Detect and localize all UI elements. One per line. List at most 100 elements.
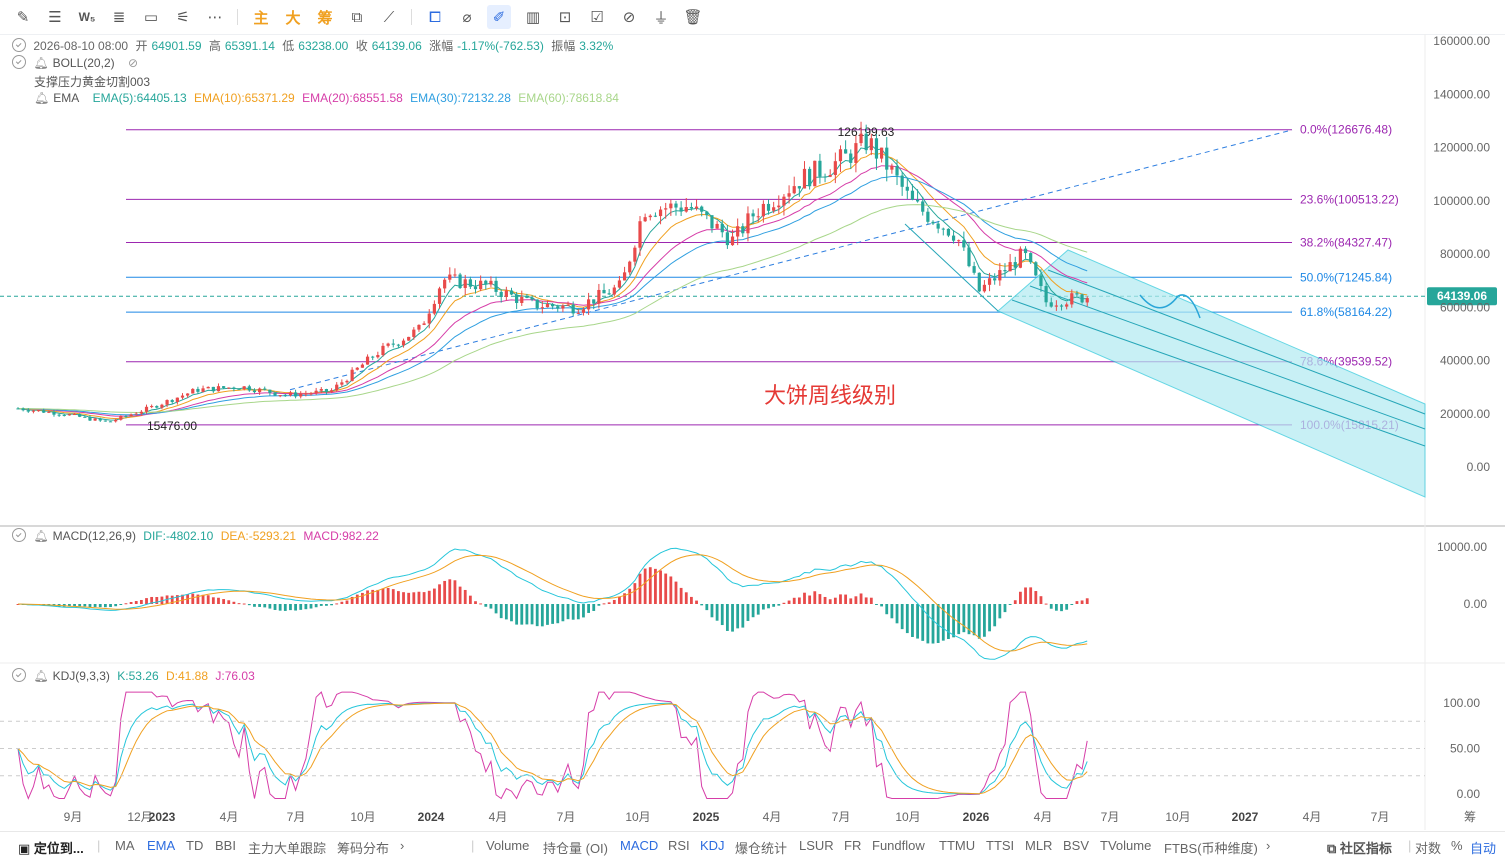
indicator-fundflow[interactable]: Fundflow (872, 838, 925, 853)
collapse-chevron-icon[interactable] (12, 55, 26, 69)
candle-body (247, 386, 251, 391)
indicator-oi[interactable]: 持仓量 (OI) (543, 841, 608, 856)
candle-body (57, 414, 61, 416)
candle-body (52, 411, 56, 415)
chip-button[interactable]: 筹 (317, 9, 333, 27)
price-chart[interactable]: 0.0%(126676.48) 23.6%(100513.22) 38.2%(843… (0, 34, 1505, 864)
candle-body (108, 421, 113, 423)
candle-body (648, 215, 652, 218)
ruler-icon[interactable]: ⌀ (462, 9, 472, 26)
chevron-right-icon[interactable]: › (400, 838, 405, 853)
macd-bar (325, 604, 328, 606)
price-axis-label: 20000.00 (1440, 407, 1490, 421)
macd-bar (823, 596, 827, 604)
magnet-icon[interactable]: ⊘ (622, 9, 636, 26)
candle-body (561, 305, 565, 309)
macd-bar (83, 604, 87, 607)
candle-icon[interactable]: ▥ (525, 9, 541, 26)
notes-icon[interactable]: ☑ (590, 9, 604, 26)
indicator-ftbs[interactable]: FTBS(币种维度) (1164, 841, 1258, 856)
text-tool-icon[interactable]: ⧉ (351, 8, 363, 26)
macd-bar (602, 603, 606, 605)
indicator-ma[interactable]: MA (115, 838, 135, 853)
indicator-macd[interactable]: MACD (620, 838, 659, 853)
hide-eye-icon[interactable]: ⊘ (127, 56, 139, 70)
price-axis-label: 160000.00 (1433, 34, 1490, 48)
indicator-lsur[interactable]: LSUR (799, 838, 834, 853)
w5-icon[interactable]: W₅ (78, 10, 96, 24)
log-toggle[interactable]: 对数 (1415, 841, 1442, 856)
macd-bar (242, 603, 246, 605)
macd-bar (350, 596, 354, 604)
macd-bar (170, 595, 174, 604)
collapse-chevron-icon[interactable] (12, 668, 26, 682)
candle-body (972, 266, 976, 273)
horizontal-lines-icon[interactable]: ☰ (48, 9, 62, 26)
pen-icon[interactable]: ✎ (16, 9, 30, 26)
macd-bar (813, 591, 817, 604)
chevron-right-icon[interactable]: › (1266, 838, 1271, 853)
more-icon[interactable]: ⋯ (207, 9, 223, 26)
time-axis-label: 2024 (418, 810, 445, 824)
indicator-volume[interactable]: Volume (486, 838, 530, 853)
list-lines-icon[interactable]: ≣ (112, 9, 126, 26)
rectangle-icon[interactable]: ▭ (143, 9, 159, 26)
brush-icon[interactable]: ⚟ (176, 9, 190, 26)
macd-bar (109, 604, 112, 608)
ema60-line (18, 204, 1088, 413)
indicator-rsi[interactable]: RSI (668, 838, 690, 853)
bell-icon[interactable]: 🔔︎ (33, 669, 49, 683)
time-axis-label: 7月 (832, 810, 851, 824)
candle-body (556, 306, 560, 309)
indicator-tvolume[interactable]: TVolume (1100, 838, 1152, 853)
bell-icon[interactable]: 🔔︎ (34, 91, 50, 105)
copy-icon[interactable]: ⧠ (428, 8, 441, 26)
candle-body (1059, 305, 1064, 307)
candle-body (808, 168, 812, 187)
low-annotation: 15476.00 (147, 419, 197, 433)
candle-body (1044, 286, 1048, 303)
indicator-liquidation[interactable]: 爆仓统计 (735, 841, 788, 856)
percent-toggle[interactable]: % (1451, 838, 1463, 853)
candle-body (741, 226, 745, 234)
candle-body (859, 133, 863, 144)
candle-body (16, 408, 20, 410)
indicator-ttmu[interactable]: TTMU (939, 838, 976, 853)
indicator-ema[interactable]: EMA (147, 838, 176, 853)
indicator-ttsi[interactable]: TTSI (986, 838, 1015, 853)
candle-body (725, 232, 729, 246)
community-indicator-button[interactable]: ⧉ 社区指标 (1327, 841, 1392, 856)
indicator-main-force[interactable]: 主力大单跟踪 (248, 841, 327, 856)
measure-icon[interactable]: ⟋ (383, 8, 395, 26)
indicator-td[interactable]: TD (186, 838, 204, 853)
indicator-bsv[interactable]: BSV (1063, 838, 1090, 853)
macd-bar (458, 586, 462, 604)
bell-icon[interactable]: 🔔︎ (33, 56, 49, 70)
pencil-icon[interactable]: ✐ (487, 5, 511, 29)
bell-icon[interactable]: 🔔︎ (33, 529, 49, 543)
price-axis-label: 140000.00 (1433, 87, 1490, 101)
lock-icon[interactable]: ⊡ (558, 9, 572, 26)
indicator-kdj[interactable]: KDJ (700, 838, 725, 853)
macd-bar (741, 604, 745, 628)
indicator-fr[interactable]: FR (844, 838, 862, 853)
macd-bar (1008, 604, 1012, 605)
main-force-button[interactable]: 主 (253, 9, 269, 27)
indicator-bbi[interactable]: BBI (215, 838, 236, 853)
collapse-chevron-icon[interactable] (12, 38, 26, 52)
auto-toggle[interactable]: 自动 (1470, 841, 1497, 856)
indicator-mlr[interactable]: MLR (1025, 838, 1053, 853)
collapse-chevron-icon[interactable] (12, 528, 26, 542)
ema-label: EMA (53, 91, 80, 105)
macd-bar (535, 604, 539, 627)
locate-button[interactable]: ▣ 定位到... (18, 841, 84, 856)
big-order-button[interactable]: 大 (285, 9, 301, 27)
filter-icon[interactable]: ⏚ (653, 9, 669, 27)
macd-bar (921, 604, 925, 641)
indicator-chips[interactable]: 筹码分布 (337, 841, 390, 856)
kdj-k: K:53.26 (117, 669, 159, 683)
macd-bar (931, 604, 935, 644)
trash-icon[interactable]: 🗑 (683, 9, 703, 26)
candle-body (1034, 262, 1038, 276)
candle-body (880, 147, 884, 159)
